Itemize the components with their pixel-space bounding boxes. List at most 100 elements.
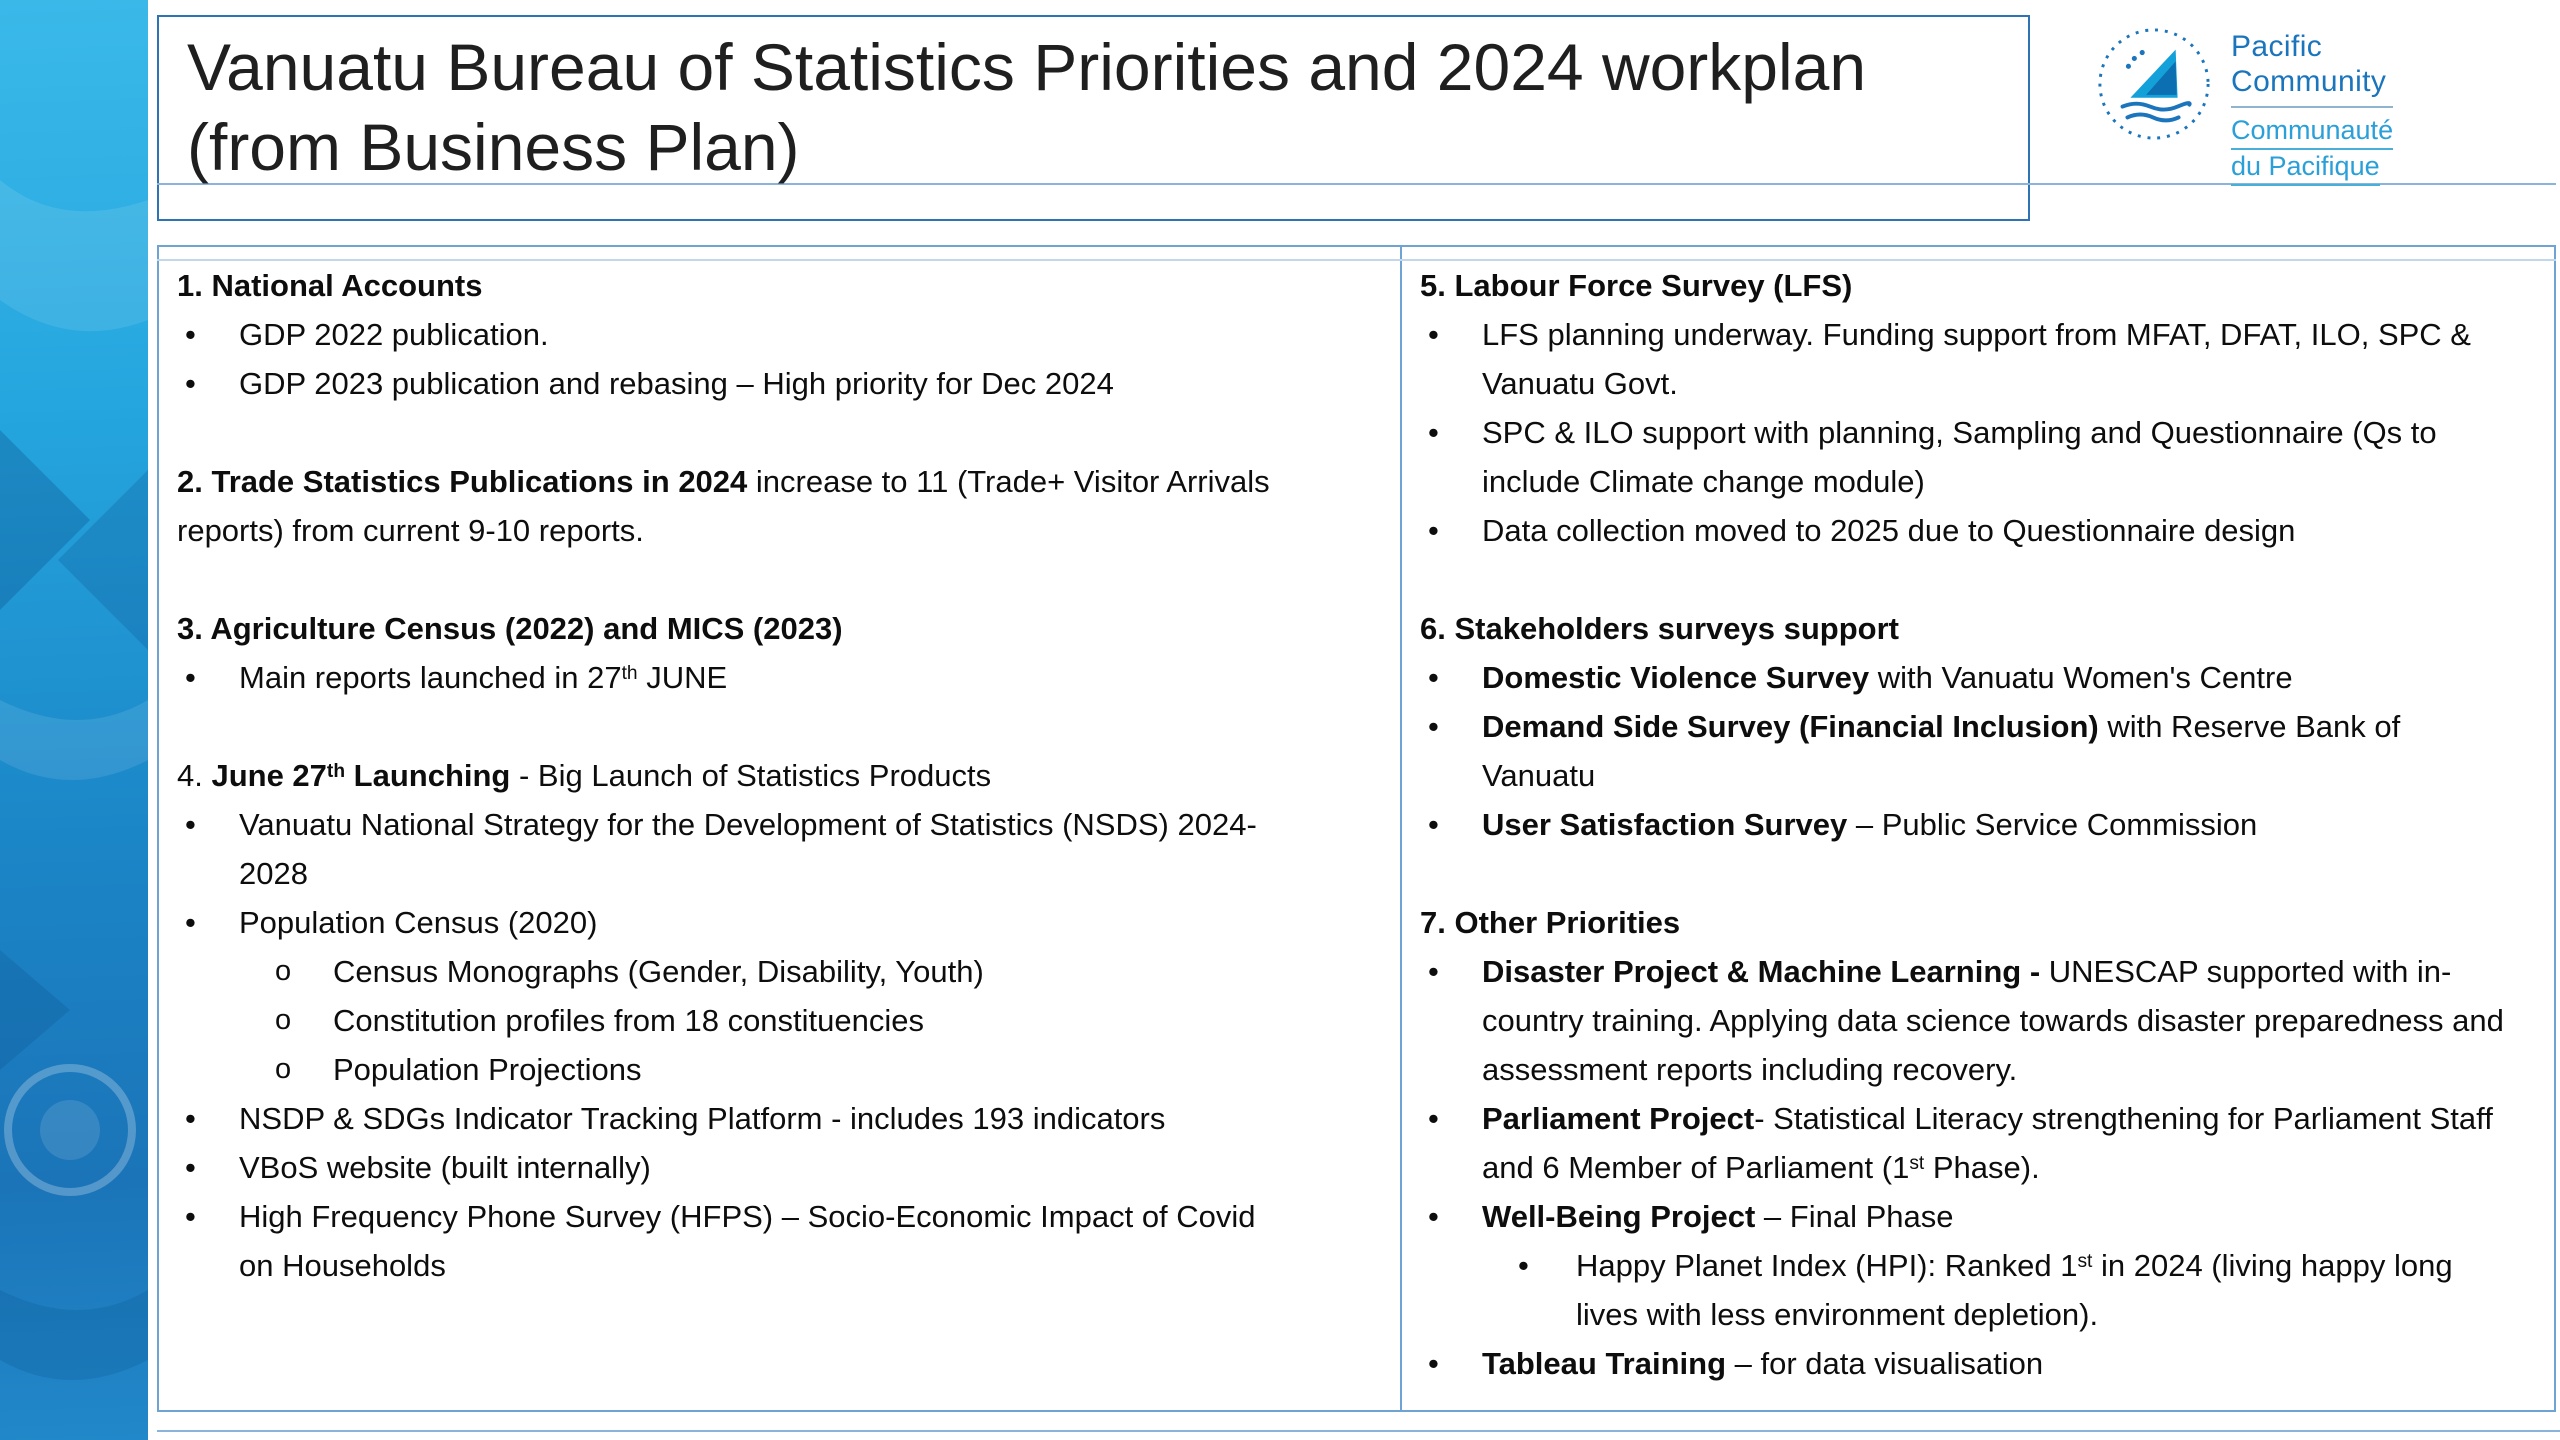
- bullet-marker: o: [275, 1004, 292, 1036]
- bullet-marker: •: [1428, 807, 1439, 842]
- band-pattern: [0, 180, 148, 1380]
- slide-title: Vanuatu Bureau of Statistics Priorities …: [187, 30, 1867, 184]
- sub-bullet-item: o Census Monographs (Gender, Disability, …: [177, 947, 1290, 996]
- spacer: [1420, 555, 2512, 604]
- item-text: Parliament Project- Statistical Literacy…: [1482, 1101, 2493, 1185]
- sub-bullet-item: o Constitution profiles from 18 constitue…: [177, 996, 1290, 1045]
- spacer: [177, 702, 1290, 751]
- item-text: Happy Planet Index (HPI): Ranked 1st in …: [1576, 1248, 2453, 1332]
- bullet-item: • Parliament Project- Statistical Literac…: [1420, 1094, 2512, 1192]
- spacer: [177, 408, 1290, 457]
- spc-logo: Pacific Community Communauté du Pacifiqu…: [2095, 25, 2394, 186]
- bullet-item: • SPC & ILO support with planning, Sampli…: [1420, 408, 2512, 506]
- bullet-item: • Data collection moved to 2025 due to Qu…: [1420, 506, 2512, 555]
- left-column: 1. National Accounts • GDP 2022 publicatio…: [159, 247, 1402, 1410]
- item-text: NSDP & SDGs Indicator Tracking Platform …: [239, 1101, 1166, 1136]
- bullet-item: • LFS planning underway. Funding support …: [1420, 310, 2512, 408]
- bullet-marker: •: [185, 1101, 196, 1136]
- item-text: Population Projections: [333, 1052, 642, 1087]
- spc-logo-french-line1: Communauté: [2231, 114, 2394, 150]
- bullet-marker: •: [185, 660, 196, 695]
- bullet-item: • Disaster Project & Machine Learning - U…: [1420, 947, 2512, 1094]
- item-text: GDP 2022 publication.: [239, 317, 549, 352]
- bullet-item: • GDP 2023 publication and rebasing – Hig…: [177, 359, 1290, 408]
- item-text: 3. Agriculture Census (2022) and MICS (2…: [177, 611, 843, 646]
- title-box: Vanuatu Bureau of Statistics Priorities …: [157, 15, 2030, 221]
- item-text: Tableau Training – for data visualisatio…: [1482, 1346, 2044, 1381]
- bullet-item: • Main reports launched in 27th JUNE: [177, 653, 1290, 702]
- item-text: Vanuatu National Strategy for the Develo…: [239, 807, 1257, 891]
- bullet-item: • VBoS website (built internally): [177, 1143, 1290, 1192]
- item-text: Domestic Violence Survey with Vanuatu Wo…: [1482, 660, 2293, 695]
- right-column: 5. Labour Force Survey (LFS) • LFS plannin…: [1402, 247, 2554, 1410]
- content-top-inner-rule: [157, 259, 2556, 261]
- item-text: Demand Side Survey (Financial Inclusion)…: [1482, 709, 2401, 793]
- item-text: Disaster Project & Machine Learning - UN…: [1482, 954, 2504, 1087]
- bullet-item: • GDP 2022 publication.: [177, 310, 1290, 359]
- spacer: [177, 555, 1290, 604]
- bullet-marker: o: [275, 955, 292, 987]
- bullet-item: • Vanuatu National Strategy for the Devel…: [177, 800, 1290, 898]
- section-heading: 6. Stakeholders surveys support: [1420, 604, 2512, 653]
- bullet-marker: •: [1428, 317, 1439, 352]
- bullet-marker: •: [185, 366, 196, 401]
- item-text: GDP 2023 publication and rebasing – High…: [239, 366, 1114, 401]
- spc-sail-icon: [2098, 28, 2210, 140]
- item-text: SPC & ILO support with planning, Samplin…: [1482, 415, 2437, 499]
- paragraph: 4. June 27th Launching - Big Launch of S…: [177, 751, 1290, 800]
- spacer: [1420, 849, 2512, 898]
- bullet-marker: •: [1428, 513, 1439, 548]
- item-text: VBoS website (built internally): [239, 1150, 651, 1185]
- section-heading: 5. Labour Force Survey (LFS): [1420, 261, 2512, 310]
- slide-bottom-rule: [157, 1430, 2560, 1432]
- spc-logo-french: Communauté du Pacifique: [2231, 106, 2394, 186]
- spc-logo-english: Pacific Community: [2231, 29, 2393, 99]
- spc-logo-english-line1: Pacific: [2231, 30, 2323, 63]
- bullet-marker: •: [1428, 660, 1439, 695]
- bullet-marker: •: [1428, 1101, 1439, 1136]
- bullet-marker: •: [185, 1150, 196, 1185]
- item-text: User Satisfaction Survey – Public Servic…: [1482, 807, 2258, 842]
- item-text: Data collection moved to 2025 due to Que…: [1482, 513, 2296, 548]
- section-heading: 1. National Accounts: [177, 261, 1290, 310]
- bullet-item: • NSDP & SDGs Indicator Tracking Platform…: [177, 1094, 1290, 1143]
- spc-logo-english-line2: Community: [2231, 65, 2387, 98]
- item-text: LFS planning underway. Funding support f…: [1482, 317, 2471, 401]
- item-text: Constitution profiles from 18 constituen…: [333, 1003, 925, 1038]
- spc-logo-badge: [2095, 25, 2213, 143]
- item-text: High Frequency Phone Survey (HFPS) – Soc…: [239, 1199, 1256, 1283]
- bullet-marker: •: [185, 317, 196, 352]
- bullet-marker: •: [185, 1199, 196, 1234]
- item-text: 4. June 27th Launching - Big Launch of S…: [177, 758, 992, 793]
- bullet-marker: •: [1428, 1346, 1439, 1381]
- bullet-item: • Population Census (2020): [177, 898, 1290, 947]
- bullet-marker: •: [1428, 954, 1439, 989]
- bullet-marker: •: [1428, 1199, 1439, 1234]
- item-text: Well-Being Project – Final Phase: [1482, 1199, 1954, 1234]
- item-text: 2. Trade Statistics Publications in 2024…: [177, 464, 1270, 548]
- item-text: Main reports launched in 27th JUNE: [239, 660, 728, 695]
- sub-bullet-item: • Happy Planet Index (HPI): Ranked 1st in…: [1420, 1241, 2512, 1339]
- bullet-marker: •: [1428, 415, 1439, 450]
- decorative-left-band: [0, 0, 148, 1440]
- bullet-item: • Domestic Violence Survey with Vanuatu W…: [1420, 653, 2512, 702]
- sub-bullet-item: o Population Projections: [177, 1045, 1290, 1094]
- content-table: 1. National Accounts • GDP 2022 publicatio…: [157, 245, 2556, 1412]
- paragraph: 2. Trade Statistics Publications in 2024…: [177, 457, 1290, 555]
- item-text: 6. Stakeholders surveys support: [1420, 611, 1899, 646]
- divider-line-under-title: [157, 183, 2556, 185]
- section-heading: 3. Agriculture Census (2022) and MICS (2…: [177, 604, 1290, 653]
- bullet-marker: o: [275, 1053, 292, 1085]
- bullet-item: • Well-Being Project – Final Phase: [1420, 1192, 2512, 1241]
- bullet-marker: •: [185, 807, 196, 842]
- item-text: 7. Other Priorities: [1420, 905, 1681, 940]
- item-text: 1. National Accounts: [177, 268, 483, 303]
- bullet-marker: •: [1428, 709, 1439, 744]
- item-text: Census Monographs (Gender, Disability, Y…: [333, 954, 984, 989]
- bullet-item: • User Satisfaction Survey – Public Servi…: [1420, 800, 2512, 849]
- spc-logo-text: Pacific Community Communauté du Pacifiqu…: [2231, 25, 2394, 186]
- bullet-item: • Demand Side Survey (Financial Inclusion…: [1420, 702, 2512, 800]
- bullet-marker: •: [1518, 1248, 1529, 1283]
- item-text: 5. Labour Force Survey (LFS): [1420, 268, 1853, 303]
